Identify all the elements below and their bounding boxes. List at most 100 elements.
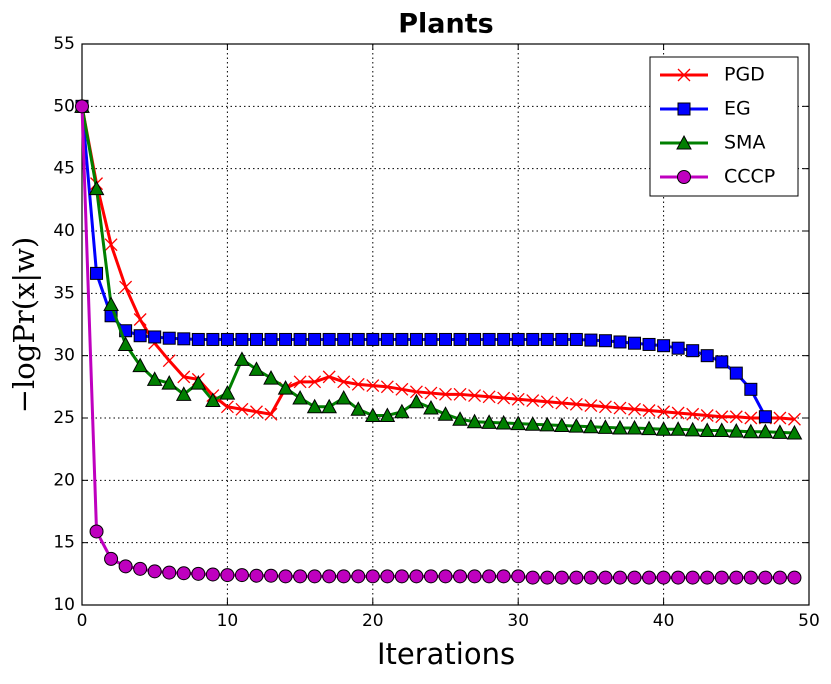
marker [438, 569, 453, 584]
marker [612, 419, 628, 435]
marker [205, 567, 220, 582]
x-tick-label: 50 [798, 611, 820, 631]
marker [365, 569, 380, 584]
marker [757, 423, 774, 439]
marker [220, 568, 235, 583]
marker [699, 422, 716, 437]
marker [511, 392, 525, 406]
marker [468, 389, 482, 403]
legend-box [649, 56, 799, 197]
marker [656, 570, 671, 585]
marker [133, 329, 147, 343]
marker [758, 410, 772, 424]
marker [583, 418, 599, 434]
marker [598, 400, 612, 414]
marker [119, 280, 133, 294]
marker [366, 332, 380, 346]
marker [772, 570, 787, 585]
marker [553, 417, 570, 432]
y-tick-label: 40 [53, 221, 75, 241]
marker [220, 400, 234, 414]
marker [162, 565, 177, 580]
marker [495, 414, 512, 430]
marker [249, 332, 263, 346]
marker [497, 391, 511, 405]
marker [161, 375, 178, 390]
marker [321, 398, 338, 414]
marker [613, 335, 627, 349]
marker [103, 296, 119, 312]
marker [351, 332, 365, 346]
marker [715, 410, 729, 424]
marker [423, 569, 438, 584]
marker [191, 566, 206, 581]
marker [264, 332, 278, 346]
marker [293, 569, 308, 584]
marker [292, 389, 308, 405]
marker [264, 407, 278, 421]
marker [628, 336, 642, 350]
y-tick-label: 55 [53, 34, 75, 54]
marker [133, 313, 147, 326]
marker [510, 415, 527, 431]
marker [263, 370, 279, 385]
marker [206, 332, 220, 346]
chart-title: Plants [398, 9, 493, 40]
marker [540, 332, 554, 346]
marker [380, 569, 395, 584]
marker [380, 380, 394, 394]
marker [409, 332, 423, 346]
marker [176, 566, 191, 581]
marker [555, 332, 569, 346]
legend-label: CCCP [724, 166, 775, 188]
marker [700, 349, 714, 363]
marker [394, 569, 409, 584]
marker [235, 332, 249, 346]
legend-label: SMA [724, 132, 765, 154]
marker [394, 403, 410, 419]
marker [677, 102, 691, 116]
marker [468, 332, 482, 346]
plot-frame [81, 43, 810, 606]
marker [714, 570, 729, 585]
marker [642, 404, 656, 417]
marker [190, 375, 207, 390]
marker [409, 385, 423, 399]
marker [729, 570, 744, 585]
marker [671, 406, 685, 420]
marker [409, 569, 424, 584]
marker [466, 413, 483, 429]
marker [497, 332, 511, 346]
marker [337, 332, 351, 346]
marker [379, 407, 396, 423]
marker [322, 569, 337, 584]
marker [89, 524, 104, 539]
marker [350, 401, 367, 416]
marker [713, 422, 730, 437]
marker [395, 332, 409, 346]
marker [90, 266, 104, 280]
marker [482, 332, 496, 346]
y-tick-label: 50 [53, 96, 75, 116]
marker [655, 421, 672, 436]
marker [482, 569, 497, 584]
marker [758, 570, 773, 585]
marker [526, 332, 540, 346]
marker [671, 570, 686, 585]
marker [511, 332, 525, 346]
marker [569, 332, 583, 346]
marker [133, 561, 148, 576]
marker [336, 569, 351, 584]
marker [293, 375, 307, 389]
marker [569, 397, 583, 411]
marker [423, 399, 439, 415]
marker [598, 334, 612, 348]
x-tick-label: 40 [653, 611, 675, 631]
x-tick-label: 10 [217, 611, 239, 631]
y-tick-label: 35 [53, 283, 75, 303]
marker [482, 390, 496, 404]
marker [773, 411, 787, 425]
marker [685, 570, 700, 585]
marker [788, 412, 801, 426]
marker [366, 379, 380, 393]
